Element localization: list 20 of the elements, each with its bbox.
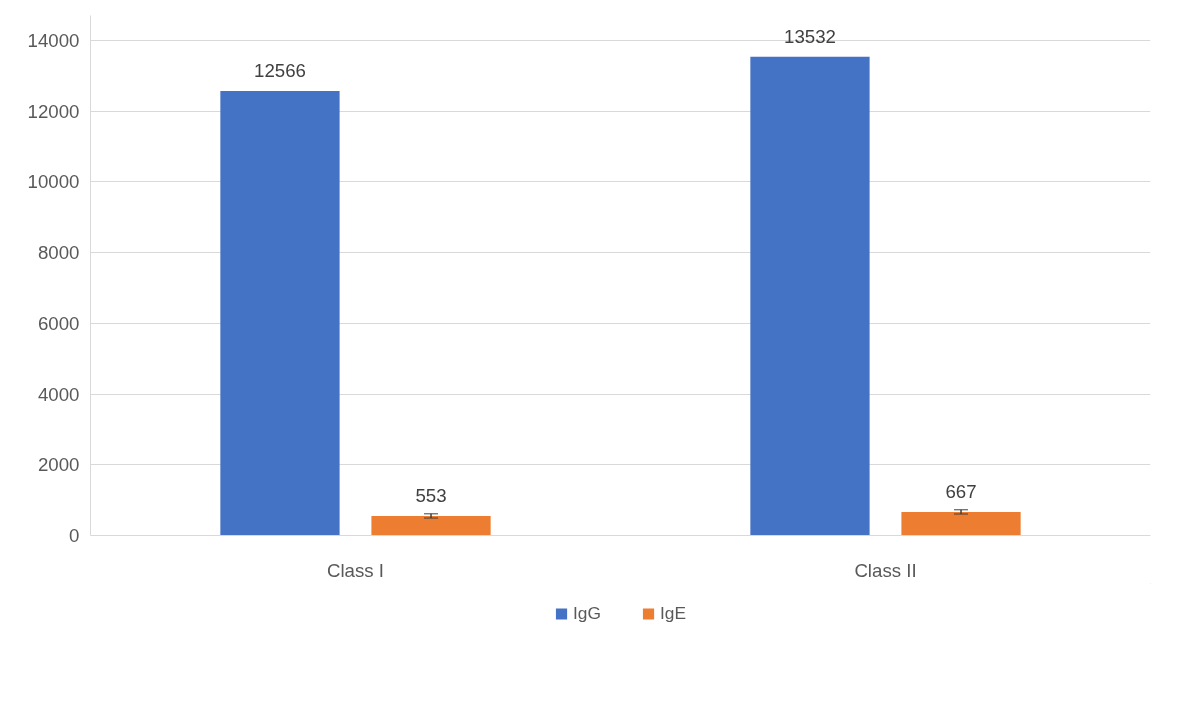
bar — [901, 511, 1021, 536]
data-label: 12566 — [254, 59, 306, 81]
legend-label: IgE — [659, 602, 686, 624]
y-tick-label: 8000 — [38, 242, 80, 264]
y-tick-label: 2000 — [38, 454, 80, 476]
y-tick-label: 6000 — [38, 312, 80, 334]
data-label: 667 — [945, 480, 977, 502]
bar — [220, 90, 340, 536]
x-tick-label: Class I — [326, 559, 385, 581]
y-tick-label: 4000 — [38, 383, 80, 405]
bar — [750, 56, 870, 536]
y-tick-label: 0 — [69, 525, 80, 546]
x-tick-label: Class II — [854, 559, 917, 581]
data-label: 13532 — [784, 25, 836, 47]
y-tick-label: 14000 — [27, 29, 80, 51]
y-tick-label: 12000 — [27, 100, 80, 122]
legend-label: IgG — [573, 602, 601, 624]
bar — [371, 515, 491, 536]
data-label: 553 — [415, 484, 447, 506]
y-tick-label: 10000 — [27, 171, 80, 193]
